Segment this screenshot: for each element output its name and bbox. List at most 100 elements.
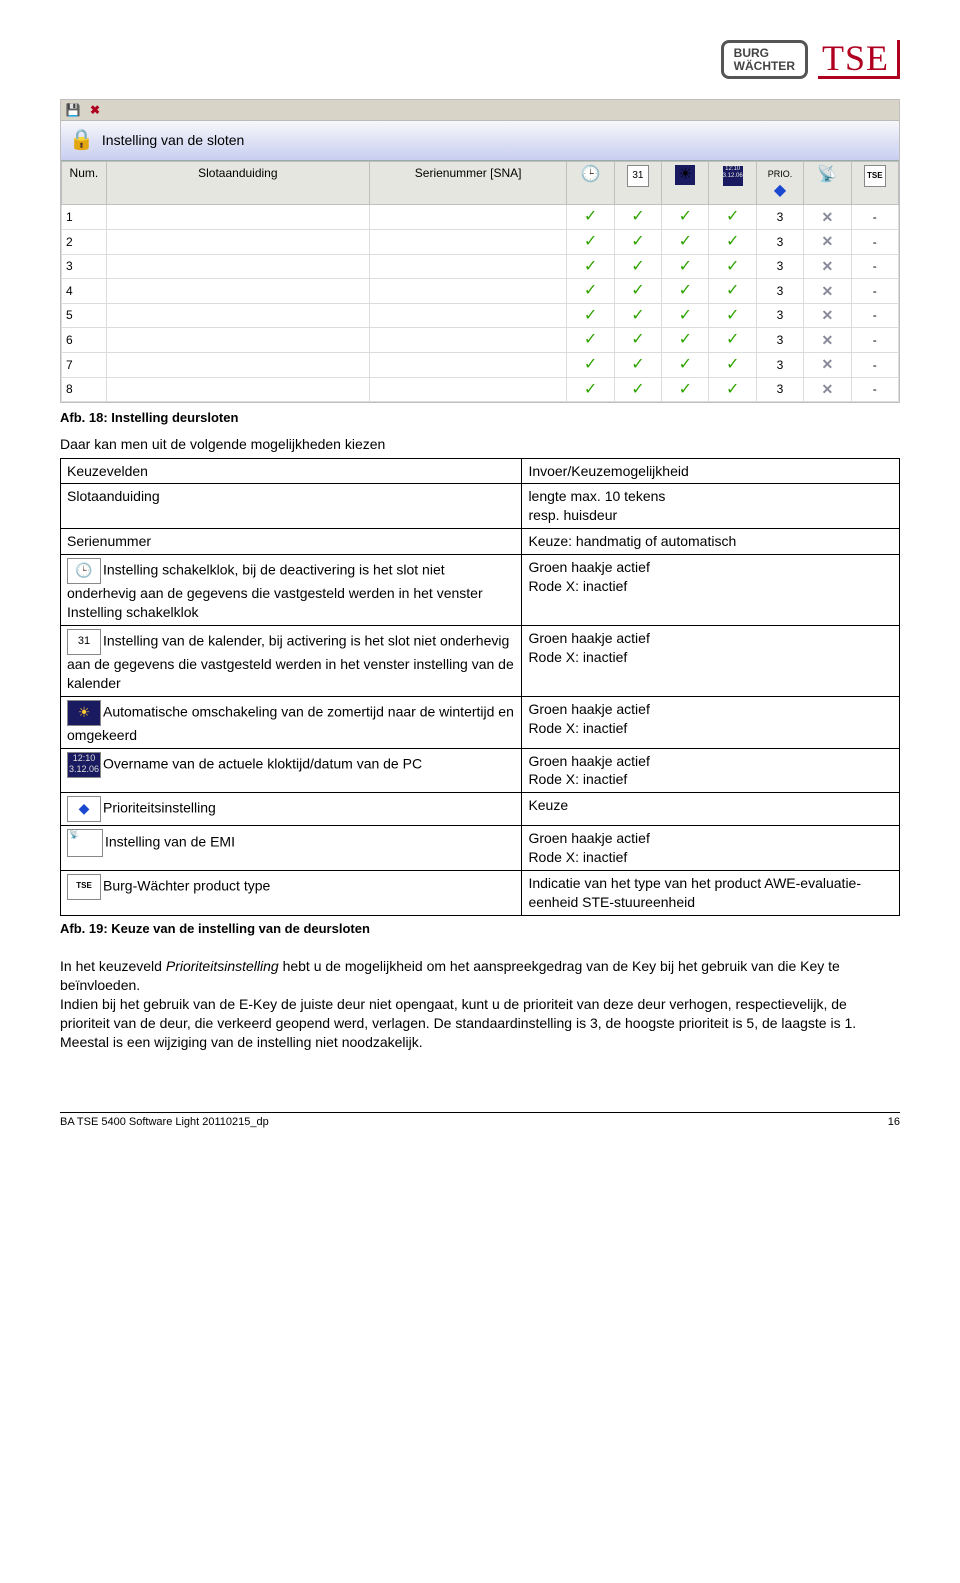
cell-num: 7 — [62, 352, 107, 377]
cell-slot — [106, 205, 369, 230]
lock-icon: 🔒 — [69, 127, 94, 154]
cell-prio: 3 — [756, 377, 803, 402]
cell-sun: ✓ — [662, 205, 709, 230]
cell-cal: ✓ — [614, 254, 661, 279]
cell-sun: ✓ — [662, 254, 709, 279]
window-titlebar: 🔒 Instelling van de sloten — [61, 121, 899, 161]
cell-slot — [106, 303, 369, 328]
close-icon[interactable]: ✖ — [87, 102, 103, 118]
tse-row-icon: TSE — [67, 874, 101, 900]
row3-text: Instelling schakelklok, bij de deactiver… — [67, 562, 483, 620]
cell-pc: ✓ — [709, 254, 756, 279]
cell-tse: - — [851, 229, 898, 254]
row3-left: 🕒Instelling schakelklok, bij de deactive… — [61, 555, 522, 626]
tse-hdr-icon: TSE — [864, 165, 886, 187]
save-icon[interactable]: 💾 — [65, 102, 81, 118]
table-row[interactable]: 4✓✓✓✓3✕- — [62, 279, 899, 304]
prio-icon: ◆ — [770, 181, 790, 201]
calendar-icon: 31 — [627, 165, 649, 187]
cell-cal: ✓ — [614, 229, 661, 254]
header-right: Invoer/Keuzemogelijkheid — [522, 458, 900, 484]
cell-serie — [369, 229, 566, 254]
cell-cal: ✓ — [614, 328, 661, 353]
row9-right: Indicatie van het type van het product A… — [522, 871, 900, 916]
row6-text: Overname van de actuele kloktijd/datum v… — [103, 755, 422, 771]
cell-emi: ✕ — [804, 229, 851, 254]
clock-icon: 🕒 — [581, 165, 601, 185]
cell-tse: - — [851, 279, 898, 304]
cell-clock: ✓ — [567, 229, 614, 254]
table-row[interactable]: 3✓✓✓✓3✕- — [62, 254, 899, 279]
cell-clock: ✓ — [567, 254, 614, 279]
cell-tse: - — [851, 303, 898, 328]
cell-tse: - — [851, 328, 898, 353]
cell-num: 2 — [62, 229, 107, 254]
row5-left: ☀Automatische omschakeling van de zomert… — [61, 696, 522, 748]
cell-emi: ✕ — [804, 205, 851, 230]
cell-prio: 3 — [756, 254, 803, 279]
table-row[interactable]: 1✓✓✓✓3✕- — [62, 205, 899, 230]
cell-clock: ✓ — [567, 205, 614, 230]
table-row[interactable]: 8✓✓✓✓3✕- — [62, 377, 899, 402]
cell-clock: ✓ — [567, 377, 614, 402]
cell-num: 1 — [62, 205, 107, 230]
table-row[interactable]: 5✓✓✓✓3✕- — [62, 303, 899, 328]
cell-emi: ✕ — [804, 328, 851, 353]
cell-slot — [106, 352, 369, 377]
page-footer: BA TSE 5400 Software Light 20110215_dp 1… — [60, 1112, 900, 1130]
cell-num: 6 — [62, 328, 107, 353]
prio-row-icon: ◆ — [67, 796, 101, 822]
footer-left: BA TSE 5400 Software Light 20110215_dp — [60, 1115, 269, 1130]
col-num: Num. — [62, 162, 107, 205]
logo-bar: BURG WÄCHTER TSE — [60, 40, 900, 79]
table-row[interactable]: 2✓✓✓✓3✕- — [62, 229, 899, 254]
settings-window: 💾 ✖ 🔒 Instelling van de sloten Num. Slot… — [60, 99, 900, 403]
col-pc: 12:10 3.12.06 — [709, 162, 756, 205]
cell-prio: 3 — [756, 229, 803, 254]
sun-row-icon: ☀ — [67, 700, 101, 726]
cell-sun: ✓ — [662, 352, 709, 377]
cell-pc: ✓ — [709, 205, 756, 230]
cell-num: 3 — [62, 254, 107, 279]
row9-left: TSEBurg-Wächter product type — [61, 871, 522, 916]
locks-grid: Num. Slotaanduiding Serienummer [SNA] 🕒 … — [61, 161, 899, 402]
emi-row-icon: 📡 — [67, 829, 103, 857]
cell-cal: ✓ — [614, 205, 661, 230]
row8-left: 📡Instelling van de EMI — [61, 826, 522, 871]
cell-serie — [369, 205, 566, 230]
cell-pc: ✓ — [709, 352, 756, 377]
prio-label: PRIO. — [768, 169, 793, 179]
cell-tse: - — [851, 352, 898, 377]
clock-row-icon: 🕒 — [67, 558, 101, 584]
row8-right: Groen haakje actief Rode X: inactief — [522, 826, 900, 871]
cell-pc: ✓ — [709, 377, 756, 402]
col-cal: 31 — [614, 162, 661, 205]
row8-text: Instelling van de EMI — [105, 834, 235, 850]
row6-right: Groen haakje actief Rode X: inactief — [522, 748, 900, 793]
cell-prio: 3 — [756, 352, 803, 377]
pc-row-icon: 12:10 3.12.06 — [67, 752, 101, 778]
antenna-icon: 📡 — [817, 165, 837, 185]
row1-right: lengte max. 10 tekens resp. huisdeur — [522, 484, 900, 529]
cell-sun: ✓ — [662, 303, 709, 328]
cell-serie — [369, 254, 566, 279]
row3-right: Groen haakje actief Rode X: inactief — [522, 555, 900, 626]
cell-emi: ✕ — [804, 352, 851, 377]
cell-pc: ✓ — [709, 229, 756, 254]
cell-tse: - — [851, 205, 898, 230]
cell-cal: ✓ — [614, 377, 661, 402]
cell-cal: ✓ — [614, 352, 661, 377]
table-row[interactable]: 6✓✓✓✓3✕- — [62, 328, 899, 353]
cell-serie — [369, 303, 566, 328]
col-sun: ☀ — [662, 162, 709, 205]
cell-slot — [106, 254, 369, 279]
cell-slot — [106, 229, 369, 254]
table-row[interactable]: 7✓✓✓✓3✕- — [62, 352, 899, 377]
col-emi: 📡 — [804, 162, 851, 205]
row5-right: Groen haakje actief Rode X: inactief — [522, 696, 900, 748]
cell-serie — [369, 352, 566, 377]
cell-serie — [369, 328, 566, 353]
cell-clock: ✓ — [567, 279, 614, 304]
row4-left: 31Instelling van de kalender, bij active… — [61, 625, 522, 696]
col-clock: 🕒 — [567, 162, 614, 205]
